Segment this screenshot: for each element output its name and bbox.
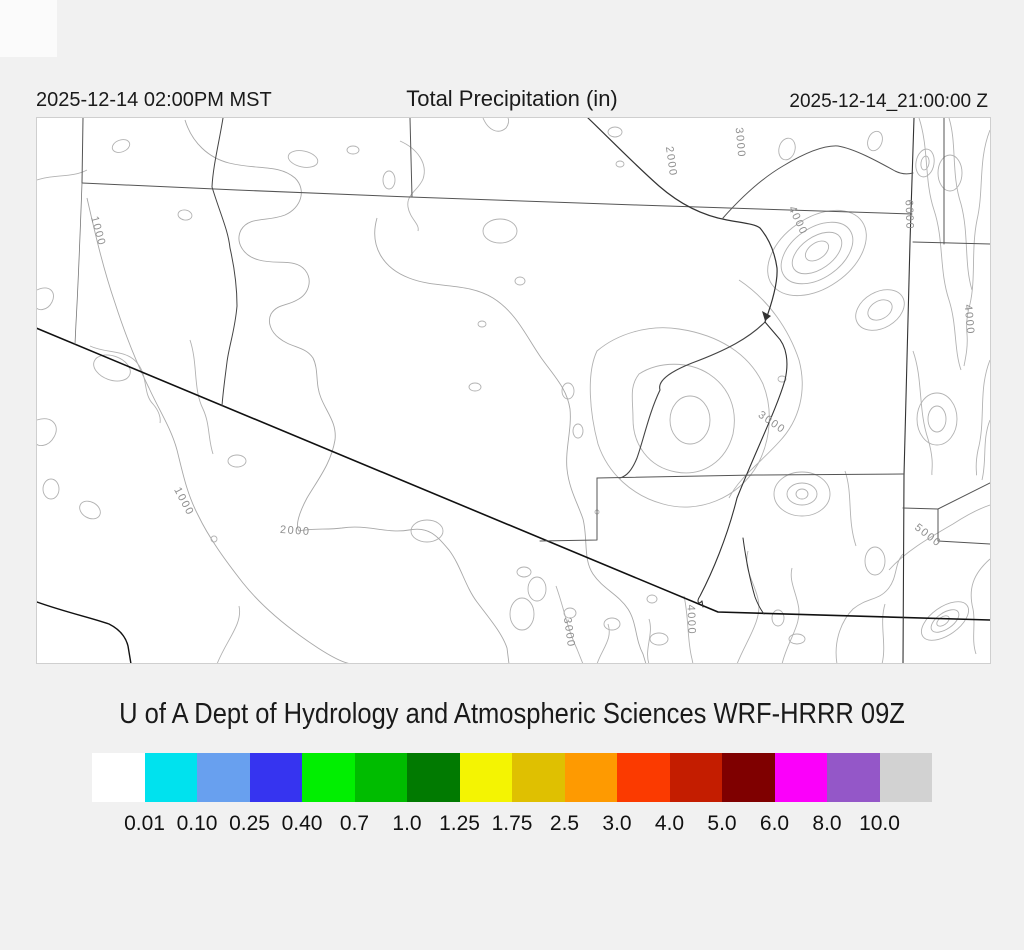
page-corner-highlight — [0, 0, 57, 57]
colorbar-swatch — [512, 753, 565, 802]
colorbar-tick-label: 10.0 — [859, 812, 900, 835]
contour-elevation-label: 3000 — [561, 617, 577, 649]
coastline — [37, 601, 132, 663]
colorbar-swatch — [617, 753, 670, 802]
valid-time-utc: 2025-12-14_21:00:00 Z — [789, 91, 988, 112]
colorbar-tick-label: 3.0 — [602, 812, 632, 835]
colorbar-tick-label: 2.5 — [549, 812, 580, 835]
contour-labels: 1000 2000 3000 4000 6000 4000 3000 1000 2000 3000… — [88, 127, 976, 648]
colorbar-swatch — [92, 753, 145, 802]
colorbar-tick-label: 0.25 — [229, 812, 270, 835]
contour-elevation-label: 3000 — [733, 127, 748, 158]
contour-elevation-label: 1000 — [171, 485, 196, 518]
colorbar-swatch — [197, 753, 250, 802]
contour-elevation-label: 2000 — [280, 524, 311, 538]
colorbar-swatch — [669, 753, 722, 802]
colorbar-tick-label: 0.01 — [124, 812, 165, 835]
county-line-central — [587, 118, 778, 323]
boundary-lines — [37, 118, 990, 663]
colorbar-tick-label: 1.0 — [392, 812, 422, 835]
contour-elevation-label: 6000 — [902, 199, 915, 230]
forecast-map: 1000 2000 3000 4000 6000 4000 3000 1000 2000 3000… — [36, 117, 991, 664]
colorbar-tick-label: 0.7 — [339, 812, 370, 835]
contour-elevation-label: 4000 — [962, 304, 977, 335]
colorbar-swatch — [459, 753, 512, 802]
contour-elevation-label: 3000 — [756, 409, 788, 436]
colorbar-ticks: 0.01 0.10 0.25 0.40 0.7 1.0 1.25 1.75 2.5 3.0 4.0 5… — [92, 812, 932, 838]
colorbar-swatch — [249, 753, 302, 802]
credit-line: U of A Dept of Hydrology and Atmospheric… — [119, 698, 905, 730]
colorbar-tick-label: 8.0 — [812, 812, 842, 835]
colorbar-tick-label: 1.75 — [491, 812, 533, 835]
contour-elevation-label: 1000 — [88, 215, 107, 248]
contour-elevation-label: 2000 — [663, 146, 679, 178]
contour-elevation-label: 4000 — [786, 204, 810, 237]
terrain-contour-map: 1000 2000 3000 4000 6000 4000 3000 1000 2000 3000… — [37, 118, 990, 663]
colorbar-swatch — [144, 753, 197, 802]
colorbar-swatch — [354, 753, 407, 802]
colorbar-swatch — [722, 753, 775, 802]
colorbar-swatch — [774, 753, 827, 802]
colorbar-swatch — [302, 753, 355, 802]
colorbar — [92, 753, 932, 802]
contour-elevation-label: 5000 — [912, 522, 943, 550]
colorbar-swatch — [564, 753, 617, 802]
page-title: Total Precipitation (in) — [406, 86, 618, 111]
terrain-contour-lines — [37, 118, 990, 663]
state-boundary-line — [902, 118, 915, 663]
colorbar-swatch — [879, 753, 932, 802]
valid-time-local: 2025-12-14 02:00PM MST — [36, 89, 272, 111]
colorbar-tick-label: 6.0 — [759, 812, 790, 835]
colorbar-swatch — [827, 753, 880, 802]
county-line-horizontal — [81, 182, 913, 215]
colorbar-tick-label: 4.0 — [654, 812, 685, 835]
international-border-line — [37, 327, 990, 621]
colorbar-tick-label: 5.0 — [707, 812, 737, 835]
colorbar-tick-label: 0.10 — [176, 812, 218, 835]
colorbar-tick-label: 0.40 — [281, 812, 323, 835]
colorbar-tick-label: 1.25 — [439, 812, 480, 835]
border-tick-mark — [762, 311, 771, 321]
colorbar-swatch — [407, 753, 460, 802]
contour-elevation-label: 4000 — [684, 604, 697, 635]
